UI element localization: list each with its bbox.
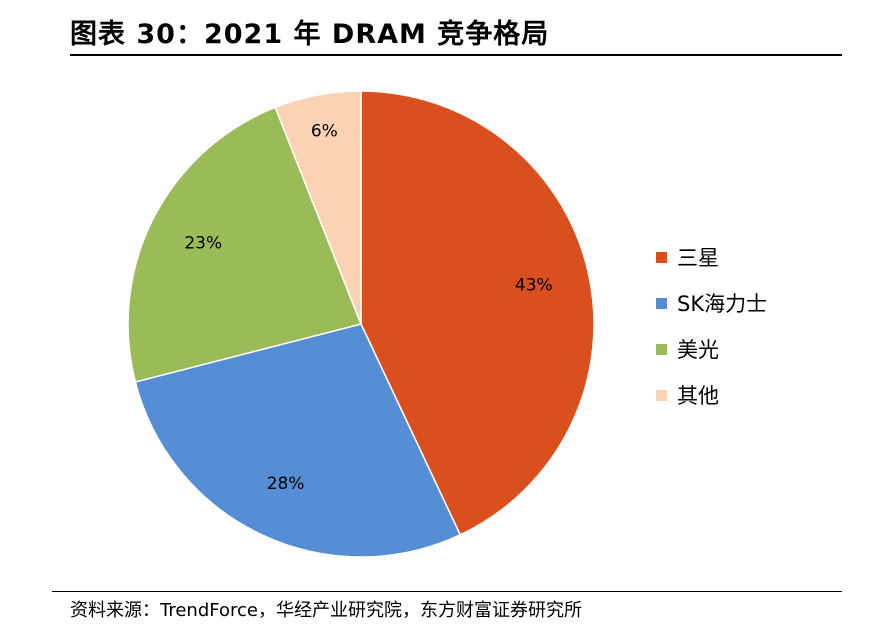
- legend-item-3: 其他: [656, 380, 767, 410]
- legend-swatch-0: [656, 251, 667, 263]
- legend-label-0: 三星: [677, 246, 719, 270]
- pie-slice-2: [127, 106, 363, 383]
- legend-label-1: SK海力士: [677, 292, 768, 316]
- legend-label-3: 其他: [677, 384, 719, 408]
- legend-swatch-1: [656, 297, 667, 309]
- legend-item-2: 美光: [656, 334, 767, 364]
- slice-label-2: 23%: [184, 234, 222, 254]
- slice-label-1: 28%: [267, 474, 305, 494]
- slice-label-0: 43%: [515, 275, 553, 295]
- source-divider: [52, 591, 842, 592]
- legend-swatch-3: [656, 389, 667, 401]
- title-divider: [70, 54, 842, 56]
- legend-label-2: 美光: [677, 338, 719, 362]
- chart-title: 图表 30：2021 年 DRAM 竞争格局: [70, 19, 550, 50]
- pie-slice-1: [134, 323, 462, 558]
- legend-item-0: 三星: [656, 242, 767, 272]
- chart-legend: 三星 SK海力士美光其他: [656, 242, 767, 426]
- pie-slice-3: [274, 90, 362, 325]
- legend-item-1: SK海力士: [656, 288, 767, 318]
- source-note: 资料来源：TrendForce，华经产业研究院，东方财富证券研究所: [70, 600, 582, 621]
- legend-swatch-2: [656, 343, 667, 355]
- slice-label-3: 6%: [311, 122, 338, 142]
- pie-slice-0: [360, 90, 595, 536]
